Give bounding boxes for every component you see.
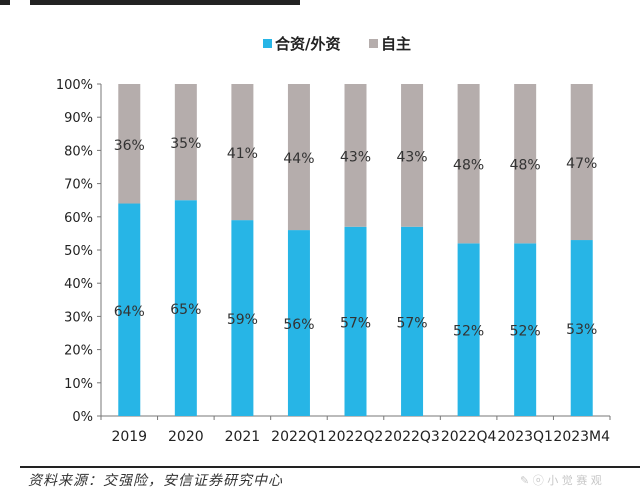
bar-jv-2022Q3: [401, 226, 424, 416]
data-label: 36%: [114, 138, 145, 154]
data-label: 48%: [510, 158, 541, 174]
legend-swatch-1: [263, 39, 272, 48]
bar-jv-2019: [118, 203, 141, 416]
y-tick-label: 90%: [64, 111, 93, 126]
stacked-bar-chart: 合资/外资 自主 0% 10% 20% 30% 40% 50% 60% 70% 80% 90% 100…: [56, 35, 611, 445]
data-label: 59%: [227, 312, 258, 328]
legend: 合资/外资 自主: [263, 35, 411, 53]
y-tick-label: 60%: [64, 211, 93, 226]
legend-label-1: 合资/外资: [274, 35, 340, 53]
x-tick-label: 2022Q2: [328, 429, 384, 445]
watermark: ✎ ⓞ 小 觉 赛 观: [520, 474, 602, 487]
legend-swatch-2: [369, 39, 378, 48]
bar-jv-2023M4: [570, 240, 593, 416]
top-rule: [0, 0, 640, 6]
y-tick-label: 20%: [64, 344, 93, 359]
x-axis: 2019 2020 2021 2022Q1 2022Q2 2022Q3 2022Q4 2023…: [100, 415, 611, 445]
x-tick-label: 2022Q3: [384, 429, 440, 445]
x-tick-label: 2022Q4: [441, 429, 497, 445]
y-tick-label: 10%: [64, 377, 93, 392]
bar-domestic-2019: [118, 84, 141, 204]
data-label: 53%: [566, 322, 597, 338]
bars: [118, 84, 593, 416]
legend-label-2: 自主: [381, 35, 411, 53]
data-label: 64%: [114, 304, 145, 320]
data-label: 35%: [170, 136, 201, 152]
y-tick-label: 80%: [64, 144, 93, 159]
x-tick-label: 2021: [225, 429, 261, 445]
data-label: 65%: [170, 302, 201, 318]
x-tick-label: 2023Q1: [497, 429, 553, 445]
bar-jv-2023Q1: [514, 243, 537, 416]
bottom-rule: [20, 466, 640, 468]
x-tick-label: 2023M4: [553, 429, 610, 445]
data-label: 43%: [340, 149, 371, 165]
y-tick-label: 100%: [56, 78, 93, 93]
bar-domestic-2022Q4: [457, 84, 480, 244]
y-tick-label: 30%: [64, 310, 93, 325]
bar-domestic-2021: [231, 84, 254, 221]
data-label: 48%: [453, 158, 484, 174]
bar-domestic-2023Q1: [514, 84, 537, 244]
y-tick-label: 0%: [72, 410, 93, 425]
data-label: 47%: [566, 156, 597, 172]
bar-domestic-2020: [174, 84, 197, 201]
source-note: 资料来源：交强险，安信证券研究中心: [28, 473, 283, 489]
x-tick-label: 2022Q1: [271, 429, 327, 445]
data-label: 57%: [340, 315, 371, 331]
data-labels: 64% 36% 65% 35% 59% 41% 56% 44% 57% 43% 57% 43% 52% 4…: [114, 136, 598, 340]
bar-jv-2022Q1: [287, 230, 310, 416]
bar-domestic-2023M4: [570, 84, 593, 241]
y-tick-label: 50%: [64, 244, 93, 259]
bar-domestic-2022Q3: [401, 84, 424, 227]
data-label: 52%: [510, 324, 541, 340]
x-tick-label: 2020: [168, 429, 204, 445]
y-axis: 0% 10% 20% 30% 40% 50% 60% 70% 80% 90% 100%: [56, 78, 102, 425]
data-label: 57%: [396, 315, 427, 331]
data-label: 43%: [396, 149, 427, 165]
bar-domestic-2022Q2: [344, 84, 367, 227]
bar-jv-2021: [231, 220, 254, 416]
data-label: 52%: [453, 324, 484, 340]
data-label: 41%: [227, 146, 258, 162]
y-tick-label: 70%: [64, 178, 93, 193]
data-label: 44%: [283, 151, 314, 167]
y-tick-label: 40%: [64, 277, 93, 292]
bar-jv-2022Q4: [457, 243, 480, 416]
x-tick-label: 2019: [111, 429, 147, 445]
bar-jv-2020: [174, 200, 197, 416]
bar-domestic-2022Q1: [287, 84, 310, 231]
data-label: 56%: [283, 317, 314, 333]
bar-jv-2022Q2: [344, 226, 367, 416]
